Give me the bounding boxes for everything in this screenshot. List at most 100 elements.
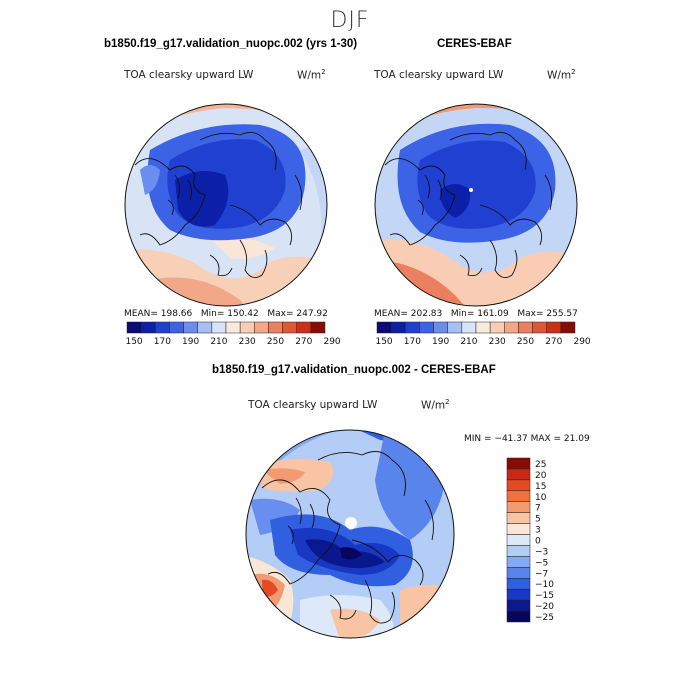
colorbar-swatch <box>390 321 406 334</box>
colorbar-tick-label: 270 <box>295 337 312 347</box>
colorbar-swatch <box>310 321 326 334</box>
max-value: 255.57 <box>546 309 578 319</box>
diff-field-label: TOA clearsky upward LW <box>248 399 378 411</box>
colorbar-swatch <box>506 468 531 481</box>
obs-map <box>375 104 577 306</box>
colorbar-tick-label: 5 <box>535 515 541 525</box>
colorbar-swatch <box>504 321 519 334</box>
colorbar-swatch <box>506 479 531 492</box>
coastline <box>351 539 424 586</box>
colorbar-swatch <box>506 534 531 546</box>
mid-blue-patch <box>140 165 160 195</box>
colorbar-swatch <box>225 321 241 334</box>
colorbar-tick-label: 270 <box>545 337 562 347</box>
colorbar-swatch <box>197 321 213 334</box>
colorbar-tick-label: −7 <box>535 569 548 579</box>
colorbar-tick-label: −3 <box>535 547 548 557</box>
coastline <box>239 239 268 279</box>
colorbar-tick-label: 7 <box>535 504 541 514</box>
colorbar-swatch <box>532 321 547 334</box>
diff-warm-northwest-core <box>262 468 305 484</box>
diff-stats: MIN = −41.37 MAX = 21.09 <box>464 434 590 444</box>
colorbar-swatch <box>560 321 576 334</box>
colorbar-swatch <box>506 523 531 535</box>
colorbar-swatch <box>126 321 142 334</box>
coastline <box>489 239 518 279</box>
coastline <box>287 497 315 545</box>
units-base: W/m <box>421 399 446 412</box>
coastline <box>261 479 341 585</box>
colorbar-swatch <box>155 321 170 334</box>
colorbar-tick-label: 210 <box>460 337 477 347</box>
colorbar-tick-label: 250 <box>517 337 534 347</box>
obs-colorbar: 150 170 190 210 230 250 270 290 <box>375 321 591 347</box>
colorbar-tick-label: 150 <box>375 337 392 347</box>
colorbar-swatch <box>282 321 297 334</box>
colorbar-swatch <box>506 578 531 590</box>
coastline <box>167 174 193 216</box>
colorbar-swatch <box>506 599 531 612</box>
coastline <box>459 254 483 277</box>
colorbar-swatch <box>506 610 531 623</box>
colorbar-tick-label: 290 <box>573 337 590 347</box>
coastline <box>329 594 357 620</box>
colorbar-swatch <box>506 588 531 601</box>
coastline <box>229 204 293 246</box>
colorbar-swatch <box>239 321 255 334</box>
model-coastlines <box>134 131 303 279</box>
coastline <box>424 499 434 541</box>
diff-warm-south <box>330 608 380 638</box>
obs-stats: MEAN= 202.83 Min= 161.09 Max= 255.57 <box>374 309 578 319</box>
max-value: 247.92 <box>296 309 328 319</box>
colorbar-tick-label: 290 <box>323 337 340 347</box>
coastline <box>417 174 443 216</box>
cold-core-middle <box>417 140 536 229</box>
colorbar-swatch <box>419 321 434 334</box>
diff-coldest <box>340 547 362 560</box>
obs-map-border <box>374 103 578 307</box>
colorbar-swatch <box>506 556 531 568</box>
colorbar-tick-label: −10 <box>535 580 554 590</box>
colorbar-tick-label: 0 <box>535 537 541 547</box>
colorbar-swatch <box>506 501 531 513</box>
model-field-label: TOA clearsky upward LW <box>124 69 254 81</box>
units-exponent: 2 <box>321 68 326 76</box>
colorbar-swatch <box>506 490 531 502</box>
colorbar-tick-label: −5 <box>535 558 548 568</box>
diff-map <box>246 430 454 638</box>
units-base: W/m <box>547 69 572 82</box>
colorbar-swatch <box>506 512 531 524</box>
colorbar-tick-label: 15 <box>535 482 546 492</box>
colorbar-tick-label: 190 <box>432 337 449 347</box>
pole-missing-data <box>345 517 357 529</box>
colorbar-tick-label: 170 <box>404 337 421 347</box>
diff-panel-title: b1850.f19_g17.validation_nuopc.002 - CER… <box>212 364 496 376</box>
model-stats: MEAN= 198.66 Min= 150.42 Max= 247.92 <box>124 309 328 319</box>
colorbar-swatch <box>296 321 312 334</box>
model-units-label: W/m2 <box>297 68 326 82</box>
coastline <box>364 579 395 624</box>
colorbar-tick-label: 230 <box>239 337 256 347</box>
coastline <box>134 158 206 246</box>
coastline <box>317 451 406 497</box>
coastline <box>199 131 277 171</box>
diff-west <box>250 498 300 535</box>
colorbar-swatch <box>211 321 227 334</box>
colorbar-tick-label: 3 <box>535 526 541 536</box>
coastline <box>544 174 553 211</box>
mean-value: 202.83 <box>410 309 443 319</box>
colorbar-swatch <box>447 321 463 334</box>
colorbar-swatch <box>489 321 505 334</box>
obs-coastlines <box>384 131 553 279</box>
colorbar-swatch <box>518 321 533 334</box>
min-label: Min= <box>200 309 225 319</box>
obs-units-label: W/m2 <box>547 68 576 82</box>
units-exponent: 2 <box>445 398 450 406</box>
coastline <box>209 254 233 277</box>
colorbar-tick-label: −25 <box>535 613 554 623</box>
colorbar-swatch <box>433 321 448 334</box>
colorbar-swatch <box>405 321 420 334</box>
mean-value: 198.66 <box>160 309 193 319</box>
units-exponent: 2 <box>571 68 576 76</box>
